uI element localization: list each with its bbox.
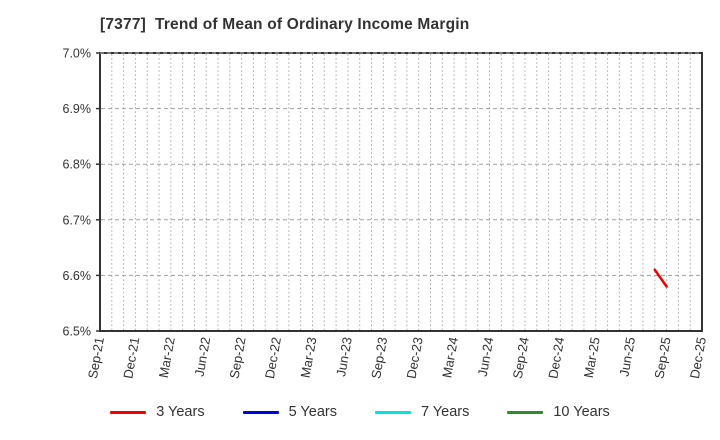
x-tick-label: Mar-22 <box>156 336 178 379</box>
y-tick-label: 7.0% <box>63 47 92 61</box>
x-axis-labels: Sep-21 Dec-21 Mar-22 Jun-22 Sep-22 Dec-22 Mar-… <box>85 336 709 380</box>
legend-line-swatch <box>374 410 411 414</box>
x-tick-label: Dec-23 <box>404 336 426 380</box>
chart-plot-area: 7.0% 6.9% 6.8% 6.7% 6.6% 6.5%Sep-21 Dec-21 Mar-… <box>63 47 709 380</box>
legend-label: 5 Years <box>288 403 337 420</box>
y-axis-ticks <box>96 52 100 332</box>
legend-line-swatch <box>242 410 279 414</box>
x-tick-label: Jun-22 <box>192 336 214 378</box>
y-gridlines <box>101 108 701 276</box>
legend-item-7-years: 7 Years <box>374 403 470 420</box>
legend-item-5-years: 5 Years <box>242 403 337 420</box>
y-axis-labels: 7.0% 6.9% 6.8% 6.7% 6.6% 6.5% <box>63 47 92 339</box>
y-tick-label: 6.5% <box>63 325 92 339</box>
x-tick-label: Jun-23 <box>333 336 355 378</box>
plot-border <box>99 52 703 332</box>
y-tick-label: 6.7% <box>63 213 92 227</box>
legend-label: 10 Years <box>553 403 610 420</box>
y-tick-label: 6.9% <box>63 102 92 116</box>
legend-label: 7 Years <box>420 403 470 420</box>
x-tick-label: Dec-21 <box>120 336 142 380</box>
x-tick-label: Mar-25 <box>581 336 603 379</box>
x-tick-label: Sep-23 <box>368 336 390 380</box>
chart-title: [7377] Trend of Mean of Ordinary Income … <box>100 16 470 33</box>
legend-line-swatch <box>507 410 544 414</box>
x-gridlines <box>111 54 691 330</box>
y-tick-label: 6.8% <box>63 158 92 172</box>
x-tick-label: Dec-22 <box>262 336 284 380</box>
legend-item-10-years: 10 Years <box>507 403 610 420</box>
legend-item-3-years: 3 Years <box>110 403 205 420</box>
x-tick-label: Sep-24 <box>510 336 532 380</box>
x-tick-label: Jun-24 <box>475 336 497 378</box>
series-line-3-years <box>653 268 668 288</box>
chart-legend: 3 Years 5 Years 7 Years 10 Years <box>0 399 720 425</box>
y-tick-label: 6.6% <box>63 269 92 283</box>
x-tick-label: Dec-24 <box>545 336 567 380</box>
legend-label: 3 Years <box>156 403 205 420</box>
x-tick-label: Sep-25 <box>651 336 673 380</box>
legend-line-swatch <box>110 410 147 414</box>
x-tick-label: Mar-24 <box>439 336 461 379</box>
x-tick-label: Sep-21 <box>85 336 107 380</box>
x-tick-label: Jun-25 <box>616 336 638 378</box>
x-tick-label: Dec-25 <box>687 336 709 380</box>
x-tick-label: Mar-23 <box>298 336 320 379</box>
x-tick-label: Sep-22 <box>227 336 249 380</box>
